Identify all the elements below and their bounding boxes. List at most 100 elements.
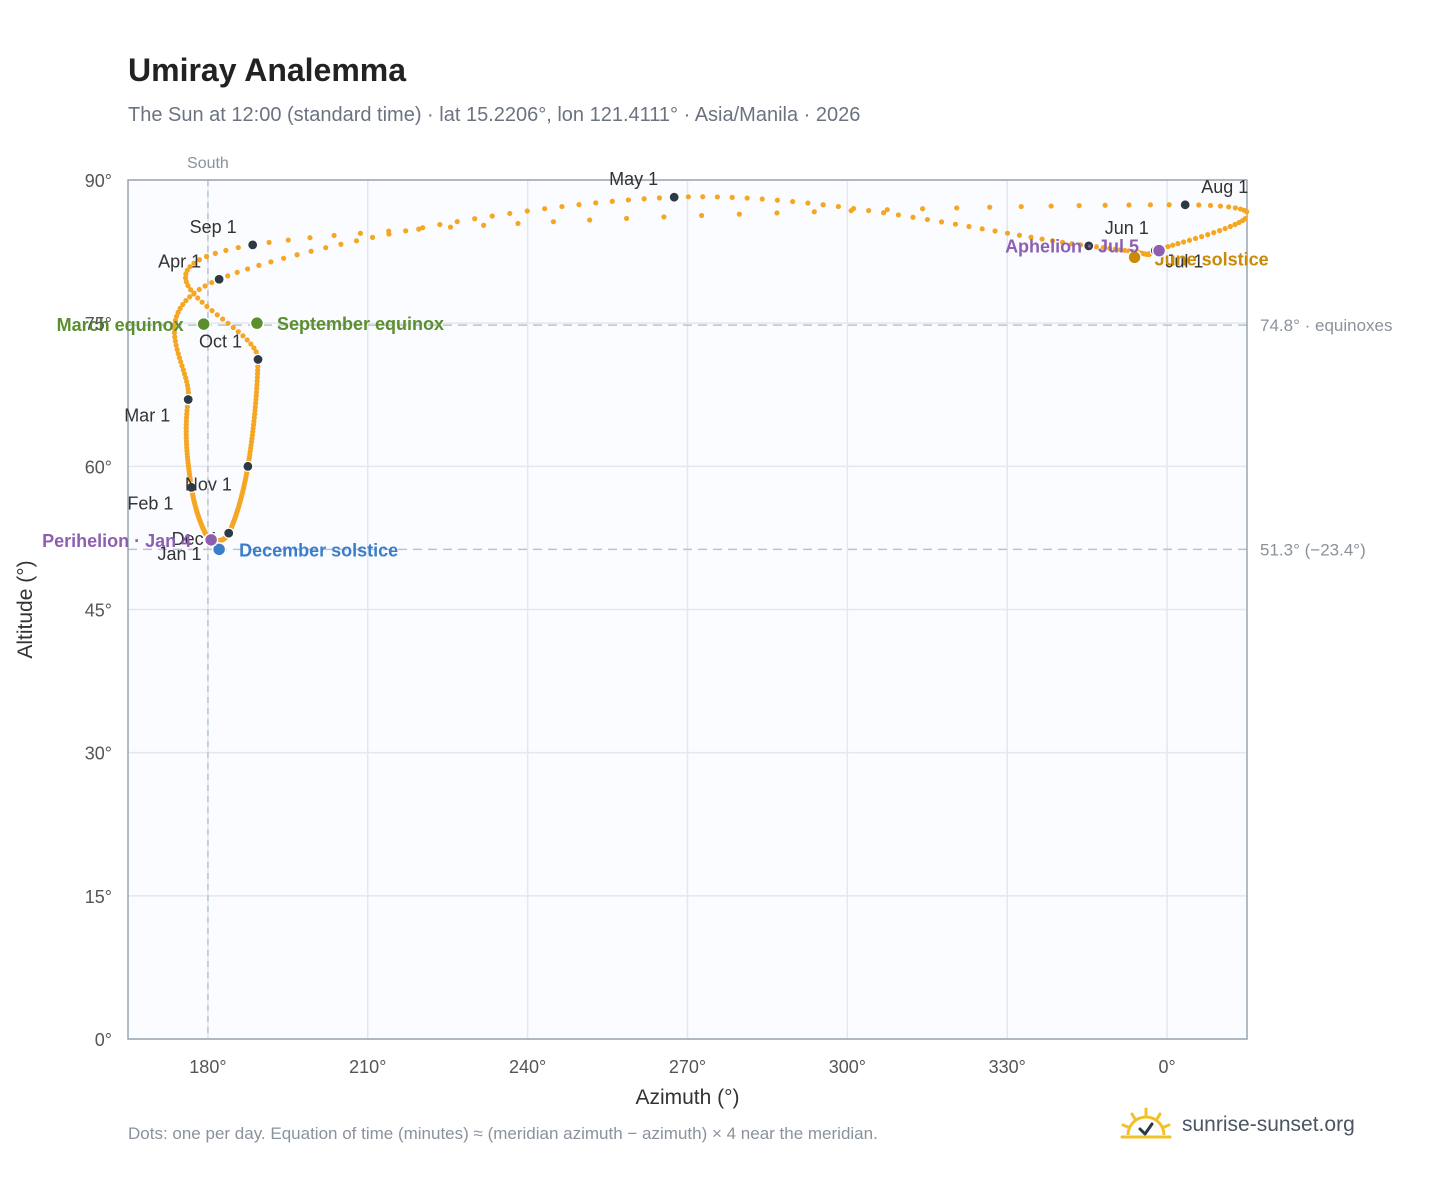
daily-dot <box>1217 203 1224 209</box>
daily-dot <box>515 220 521 227</box>
daily-dot <box>609 198 615 204</box>
daily-dot <box>185 283 191 289</box>
month-marker <box>213 273 225 285</box>
daily-dot <box>255 367 261 373</box>
daily-dot <box>171 326 178 332</box>
daily-dot <box>209 307 215 314</box>
daily-dot <box>729 194 735 200</box>
daily-dot <box>1076 202 1082 209</box>
daily-dot <box>1102 202 1108 208</box>
daily-dot <box>587 217 593 223</box>
daily-dot <box>1192 235 1199 242</box>
daily-dot <box>182 275 189 281</box>
daily-dot <box>195 295 201 301</box>
daily-dot <box>1049 238 1056 244</box>
daily-dot <box>952 221 959 227</box>
brand-name: sunrise-sunset.org <box>1182 1113 1355 1136</box>
event-marker <box>196 316 211 332</box>
month-marker <box>247 239 259 251</box>
daily-dot <box>1107 245 1113 251</box>
daily-dot <box>248 341 254 347</box>
daily-dot <box>1216 228 1223 234</box>
daily-dot <box>811 209 817 215</box>
x-tick-label: 0° <box>1158 1057 1175 1077</box>
daily-dot <box>1069 241 1075 247</box>
month-label: Feb 1 <box>127 493 173 513</box>
daily-dot <box>179 363 185 369</box>
daily-dot <box>175 350 181 357</box>
event-label: September equinox <box>277 314 444 334</box>
daily-dot <box>1175 241 1181 247</box>
x-tick-label: 180° <box>189 1057 226 1077</box>
month-marker <box>668 191 680 203</box>
month-marker <box>242 460 254 472</box>
month-label: Oct 1 <box>199 331 242 351</box>
daily-dot <box>884 207 890 213</box>
daily-dot <box>181 371 188 377</box>
event-label: June solstice <box>1155 249 1269 269</box>
daily-dot <box>191 260 197 266</box>
daily-dot <box>656 195 663 201</box>
daily-dot <box>966 223 972 230</box>
daily-dot <box>331 232 337 239</box>
y-tick-label: 75° <box>85 314 112 334</box>
daily-dot <box>357 230 363 236</box>
daily-dot <box>1186 237 1193 243</box>
daily-dot <box>1018 203 1024 210</box>
daily-dot <box>172 338 178 344</box>
y-axis-title: Altitude (°) <box>14 560 37 658</box>
chart-subtitle: The Sun at 12:00 (standard time) · lat 1… <box>128 104 861 126</box>
x-tick-label: 330° <box>989 1057 1026 1077</box>
daily-dot <box>1059 239 1066 245</box>
event-marker <box>1151 243 1167 258</box>
brand-logo[interactable]: sunrise-sunset.org <box>1120 1100 1355 1150</box>
footnote: Dots: one per day. Equation of time (min… <box>128 1124 878 1143</box>
daily-dot <box>187 287 194 293</box>
x-tick-label: 210° <box>349 1057 386 1077</box>
month-marker <box>1083 240 1095 252</box>
daily-dot <box>178 359 184 365</box>
daily-dot <box>625 197 632 203</box>
daily-dot <box>1222 225 1228 232</box>
daily-dot <box>774 210 780 216</box>
month-label: Aug 1 <box>1201 177 1248 197</box>
daily-dot <box>196 257 203 263</box>
daily-dot <box>699 212 705 219</box>
daily-dot <box>938 219 945 225</box>
daily-dot <box>196 286 202 293</box>
daily-dot <box>1227 223 1233 230</box>
month-marker <box>182 393 194 406</box>
daily-dot <box>1226 204 1232 210</box>
daily-dot <box>285 237 291 243</box>
month-marker <box>185 481 198 493</box>
daily-dot <box>623 215 630 222</box>
month-label: Apr 1 <box>158 251 201 271</box>
daily-dot <box>1039 236 1045 242</box>
month-label: Jul 1 <box>1165 252 1203 272</box>
daily-dot <box>183 279 189 285</box>
meridian-label: South <box>187 155 229 172</box>
daily-dot <box>174 346 180 353</box>
y-tick-label: 15° <box>85 887 112 907</box>
daily-dot <box>910 214 916 220</box>
y-tick-label: 90° <box>85 171 112 191</box>
daily-dot <box>225 320 231 326</box>
daily-dot <box>1078 242 1084 248</box>
month-marker <box>252 353 264 366</box>
month-label: Nov 1 <box>185 474 232 494</box>
daily-dot <box>254 371 261 377</box>
daily-dot <box>1242 216 1248 222</box>
x-tick-label: 240° <box>509 1057 546 1077</box>
daily-dot <box>524 208 530 214</box>
daily-dot <box>848 208 854 214</box>
daily-dot <box>173 313 180 319</box>
daily-dot <box>173 342 179 348</box>
daily-dot <box>593 200 599 206</box>
daily-dot <box>1117 247 1124 253</box>
daily-dot <box>225 273 231 279</box>
daily-dot <box>820 202 826 208</box>
daily-dot <box>1180 239 1187 245</box>
daily-dot <box>919 206 926 212</box>
daily-dot <box>171 330 178 336</box>
